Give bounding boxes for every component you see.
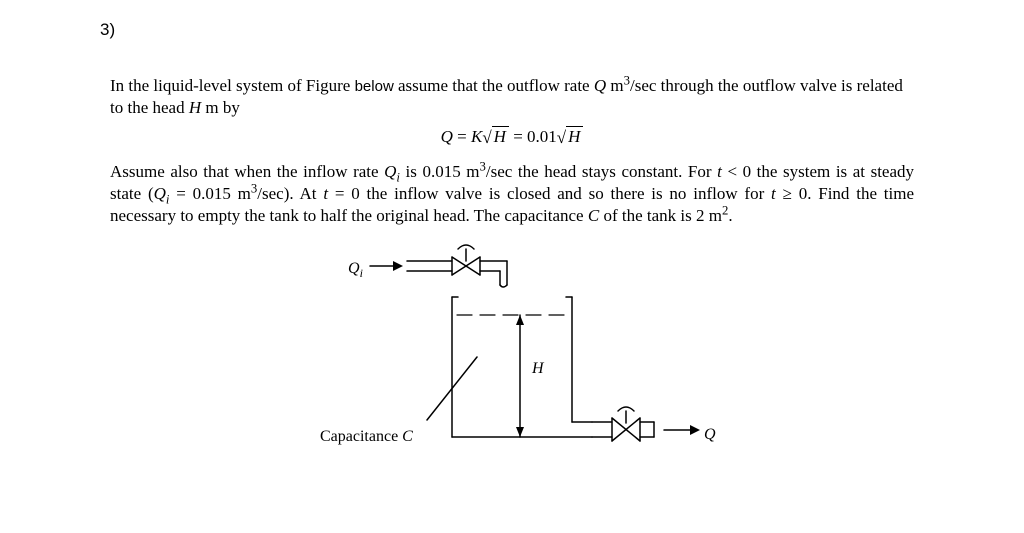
figure: Qi H Capacitance C Q <box>302 237 722 472</box>
p2-g: = 0 the inflow valve is closed and so th… <box>328 184 771 203</box>
p2-i: of the tank is 2 m <box>599 206 722 225</box>
eq-surd1: √ <box>482 128 491 147</box>
p2-c: /sec the head stays constant. For <box>486 162 717 181</box>
fig-H-label: H <box>532 360 544 378</box>
p2-b: is 0.015 m <box>400 162 480 181</box>
fig-cap-text: Capacitance <box>320 428 402 445</box>
p2-e: = 0.015 m <box>169 184 250 203</box>
eq-eq2: = 0.01 <box>509 127 557 146</box>
p1-bold-below: below <box>355 78 398 95</box>
eq-radicand2: H <box>566 126 583 146</box>
paragraph-2: Assume also that when the inflow rate Qi… <box>110 161 914 227</box>
question-number: 3) <box>100 20 914 40</box>
p2-a: Assume also that when the inflow rate <box>110 162 384 181</box>
p2-Qi2: Q <box>154 184 166 203</box>
fig-Qi-label: Qi <box>348 260 363 278</box>
paragraph-1: In the liquid-level system of Figure bel… <box>110 75 914 119</box>
fig-Qout-label: Q <box>704 426 716 444</box>
fig-Qi-i: i <box>360 267 363 281</box>
p1-text-b: assume that the outflow rate <box>398 76 594 95</box>
eq-K: K <box>471 127 482 146</box>
eq-radicand1: H <box>492 126 509 146</box>
p2-f: /sec). At <box>257 184 323 203</box>
page-container: 3) In the liquid-level system of Figure … <box>0 0 1024 492</box>
fig-Qi-Q: Q <box>348 260 360 277</box>
p2-Qi: Q <box>384 162 396 181</box>
equation: Q = K√H = 0.01√H <box>110 127 914 147</box>
p1-text-c: m <box>606 76 623 95</box>
eq-surd2: √ <box>557 128 566 147</box>
eq-rad1: √H <box>482 127 509 147</box>
fig-capacitance-label: Capacitance C <box>320 428 413 446</box>
p1-Q: Q <box>594 76 606 95</box>
eq-eq1: = <box>453 127 471 146</box>
p2-j: . <box>728 206 732 225</box>
eq-Q: Q <box>441 127 453 146</box>
eq-rad2: √H <box>557 127 584 147</box>
p2-C: C <box>588 206 599 225</box>
p1-text-a: In the liquid-level system of Figure <box>110 76 355 95</box>
p1-text-e: m by <box>201 98 240 117</box>
fig-cap-C: C <box>402 428 413 445</box>
p1-H: H <box>189 98 201 117</box>
